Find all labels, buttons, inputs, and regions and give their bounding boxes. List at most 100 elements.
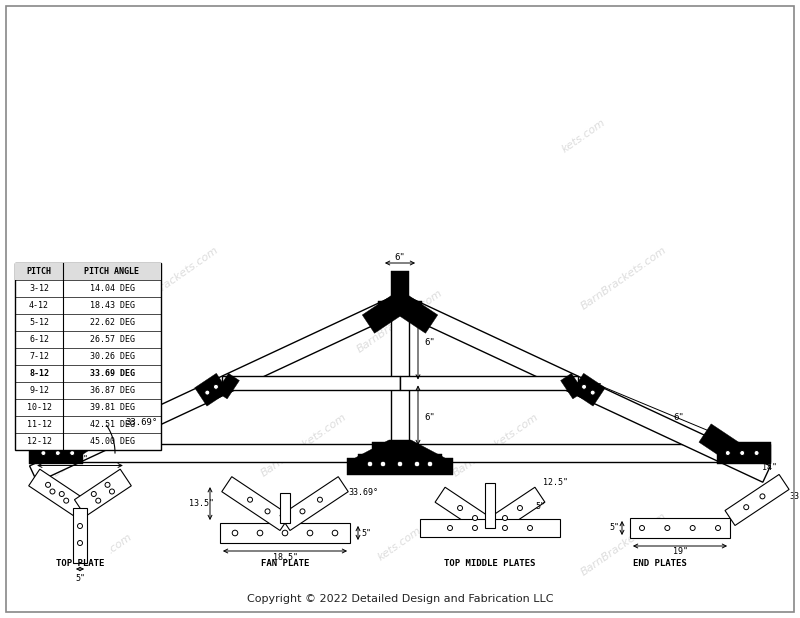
Text: 6": 6" [425, 413, 435, 422]
Text: BarnBrackets.com: BarnBrackets.com [131, 245, 221, 311]
Circle shape [447, 525, 453, 530]
Text: .com: .com [106, 532, 134, 556]
Circle shape [690, 525, 695, 530]
Text: Copyright © 2022 Detailed Design and Fabrication LLC: Copyright © 2022 Detailed Design and Fab… [246, 594, 554, 604]
Text: 19": 19" [673, 548, 687, 556]
Polygon shape [362, 294, 406, 333]
Polygon shape [372, 442, 400, 464]
Text: 7-12: 7-12 [29, 352, 49, 361]
Text: 30.26 DEG: 30.26 DEG [90, 352, 134, 361]
Text: 8-12: 8-12 [29, 369, 49, 378]
Circle shape [332, 530, 338, 536]
Circle shape [258, 530, 262, 536]
Circle shape [502, 525, 507, 530]
Circle shape [46, 482, 50, 488]
Circle shape [41, 451, 46, 455]
Circle shape [232, 530, 238, 536]
Circle shape [70, 451, 74, 455]
Circle shape [665, 525, 670, 530]
Text: 39.81 DEG: 39.81 DEG [90, 403, 134, 412]
Text: 6": 6" [394, 253, 406, 261]
Polygon shape [194, 373, 229, 406]
Circle shape [247, 497, 253, 502]
Circle shape [639, 525, 645, 530]
Text: 18.5": 18.5" [273, 552, 298, 562]
Polygon shape [59, 424, 101, 462]
Text: TOP PLATE: TOP PLATE [56, 559, 104, 568]
Circle shape [300, 509, 305, 514]
Bar [15, 263, 161, 450]
Circle shape [55, 451, 60, 455]
Text: TOP MIDDLE PLATES: TOP MIDDLE PLATES [444, 559, 536, 568]
Text: 4-12: 4-12 [29, 301, 49, 310]
Circle shape [760, 494, 765, 499]
Polygon shape [400, 376, 578, 389]
Circle shape [473, 525, 478, 530]
Polygon shape [485, 483, 495, 528]
Polygon shape [222, 376, 400, 389]
Polygon shape [485, 487, 545, 535]
Bar [630, 518, 730, 538]
Polygon shape [30, 295, 404, 482]
Text: 45.00 DEG: 45.00 DEG [90, 437, 134, 446]
Circle shape [473, 515, 478, 520]
Text: BarnBrackets.com: BarnBrackets.com [51, 412, 141, 478]
Circle shape [427, 461, 433, 467]
Polygon shape [216, 373, 239, 399]
Polygon shape [717, 442, 771, 464]
Text: BarnBrackets.com: BarnBrackets.com [259, 412, 349, 478]
Text: 26.57 DEG: 26.57 DEG [90, 335, 134, 344]
Polygon shape [420, 519, 560, 537]
Circle shape [744, 505, 749, 510]
Polygon shape [435, 487, 495, 535]
Polygon shape [29, 469, 86, 516]
Circle shape [397, 461, 403, 467]
Text: 33.69°: 33.69° [125, 418, 158, 427]
Polygon shape [396, 295, 770, 482]
Polygon shape [347, 440, 453, 475]
Text: 12.5": 12.5" [543, 478, 568, 487]
Circle shape [282, 530, 288, 536]
Text: 13.5": 13.5" [190, 499, 214, 508]
Text: 6": 6" [425, 338, 435, 347]
Circle shape [59, 491, 64, 496]
Text: BarnBrackets.com: BarnBrackets.com [451, 412, 541, 478]
Circle shape [91, 491, 96, 496]
Circle shape [110, 489, 114, 494]
Bar [220, 523, 350, 543]
Circle shape [105, 482, 110, 488]
Text: 5-12: 5-12 [29, 318, 49, 327]
Text: 14.04 DEG: 14.04 DEG [90, 284, 134, 293]
Text: 9-12: 9-12 [29, 386, 49, 395]
Text: BarnBrackets.com: BarnBrackets.com [355, 288, 445, 355]
Circle shape [78, 541, 82, 546]
Circle shape [726, 451, 730, 455]
Polygon shape [391, 303, 409, 453]
Text: 5": 5" [535, 502, 545, 511]
Text: PITCH ANGLE: PITCH ANGLE [85, 267, 139, 276]
Polygon shape [561, 373, 584, 399]
Text: 33.69 DEG: 33.69 DEG [90, 369, 134, 378]
Circle shape [50, 489, 55, 494]
Circle shape [582, 384, 586, 389]
Circle shape [265, 509, 270, 514]
Text: kets.com: kets.com [560, 117, 608, 154]
Circle shape [715, 525, 721, 530]
Text: 3-12: 3-12 [29, 284, 49, 293]
Text: 11-12: 11-12 [26, 420, 51, 429]
Text: 33.69°: 33.69° [789, 493, 800, 501]
Polygon shape [391, 271, 409, 303]
Circle shape [414, 461, 420, 467]
Text: 33.69°: 33.69° [348, 488, 378, 497]
Text: 36.87 DEG: 36.87 DEG [90, 386, 134, 395]
Circle shape [502, 515, 507, 520]
Text: 5": 5" [361, 528, 371, 538]
Circle shape [518, 506, 522, 510]
Circle shape [527, 525, 533, 530]
Polygon shape [30, 444, 770, 462]
Text: BarnBrackets.com: BarnBrackets.com [579, 245, 669, 311]
Text: BarnBrackets.com: BarnBrackets.com [579, 510, 669, 577]
Polygon shape [394, 294, 438, 333]
Polygon shape [571, 373, 606, 406]
Text: 5": 5" [75, 574, 85, 583]
